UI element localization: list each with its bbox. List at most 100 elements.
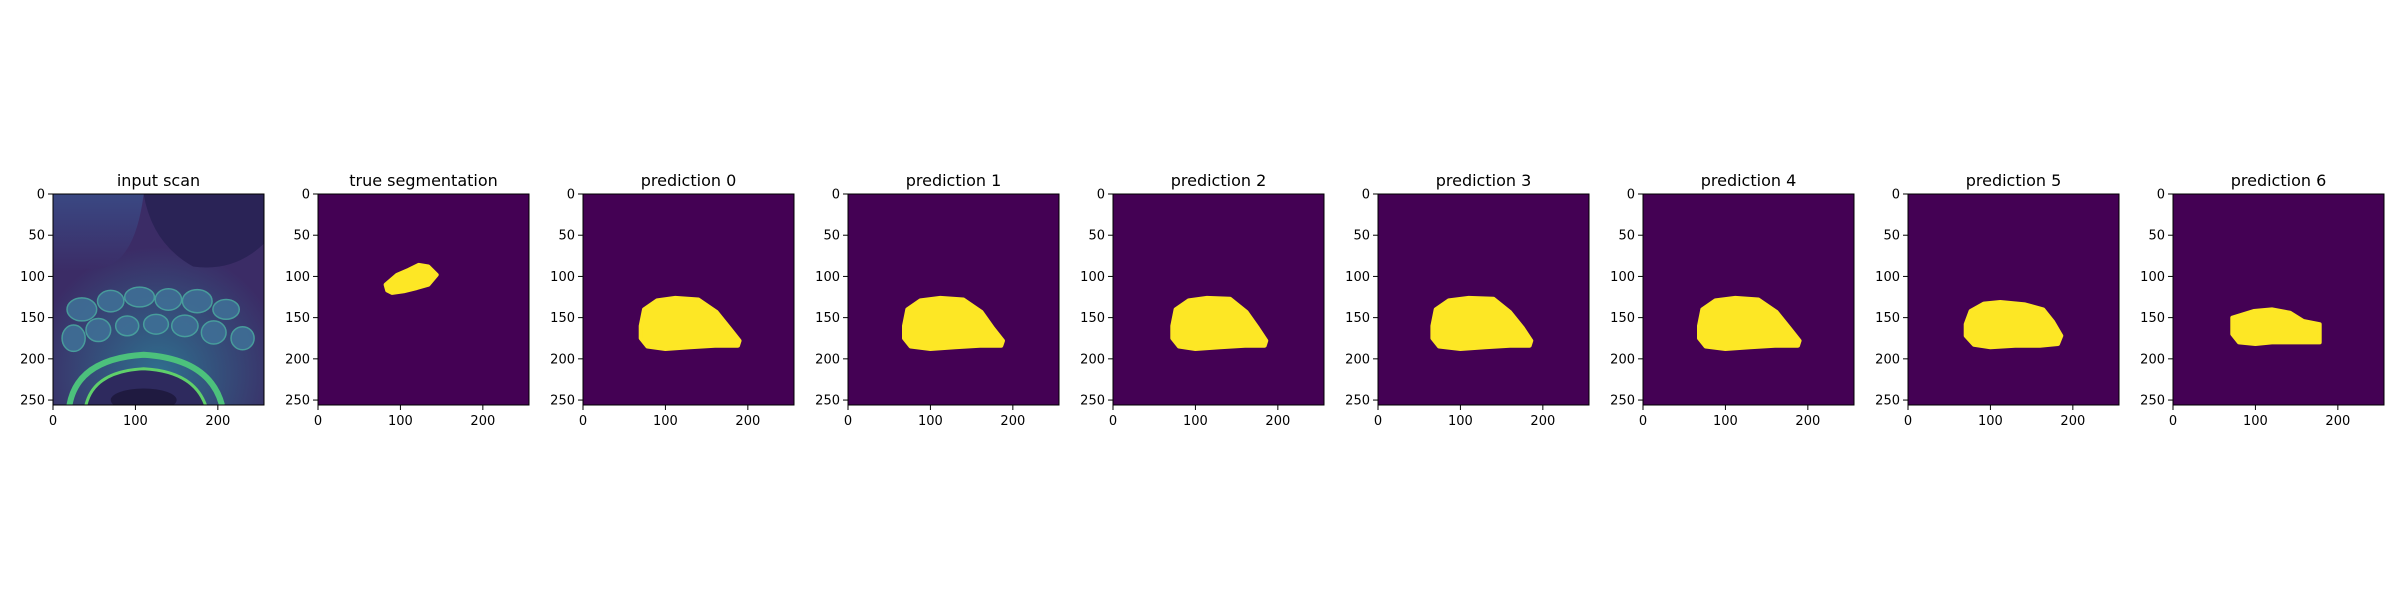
y-tick-label: 150 [2140, 311, 2165, 326]
panel-8: prediction 6 0 100 200 0 50 100 150 200 250 [2140, 171, 2385, 429]
x-tick-label: 100 [1448, 414, 1473, 429]
panel-image [318, 194, 529, 405]
y-tick-label: 50 [2148, 229, 2165, 244]
y-tick-label: 250 [20, 394, 45, 409]
segmentation-mask [383, 262, 439, 295]
x-tick-label: 200 [2325, 414, 2350, 429]
panel-title: true segmentation [349, 171, 498, 190]
mask-background [318, 194, 529, 405]
panel-2: prediction 0 0 100 200 0 50 100 150 200 250 [550, 171, 795, 429]
y-tick-label: 150 [1080, 311, 1105, 326]
x-tick-label: 100 [918, 414, 943, 429]
y-tick-label: 50 [1883, 229, 1900, 244]
panel-image [1908, 194, 2119, 405]
y-tick-label: 100 [1080, 270, 1105, 285]
x-tick-label: 0 [2169, 414, 2177, 429]
segmentation-mask [1697, 295, 1802, 351]
panel-image [53, 194, 264, 405]
x-tick-label: 0 [579, 414, 587, 429]
scan-structure [230, 325, 255, 351]
panel-image [1643, 194, 1854, 405]
axes-frame [317, 193, 530, 406]
y-tick-label: 250 [285, 394, 310, 409]
panel-0: input scan 0 100 200 0 50 100 150 200 250 [20, 171, 265, 429]
axes-frame [1112, 193, 1325, 406]
panel-title: input scan [117, 171, 200, 190]
y-tick-label: 200 [285, 352, 310, 367]
y-tick-label: 50 [823, 229, 840, 244]
x-tick-label: 200 [735, 414, 760, 429]
panel-image [1113, 194, 1324, 405]
x-tick-label: 0 [1904, 414, 1912, 429]
scan-structure [61, 324, 86, 353]
axes-frame [1642, 193, 1855, 406]
scan-structure [114, 315, 140, 337]
y-tick-label: 250 [1080, 394, 1105, 409]
panel-image [1378, 194, 1589, 405]
y-tick-label: 100 [1610, 270, 1635, 285]
segmentation-mask [902, 295, 1005, 351]
scan-structure [142, 313, 170, 335]
segmentation-mask [1170, 295, 1269, 351]
x-tick-label: 200 [2060, 414, 2085, 429]
panel-image [583, 194, 794, 405]
panel-image [848, 194, 1059, 405]
segmentation-mask [638, 295, 742, 351]
x-tick-label: 200 [1795, 414, 1820, 429]
panel-title: prediction 1 [906, 171, 1002, 190]
panel-title: prediction 2 [1171, 171, 1267, 190]
y-tick-label: 200 [1875, 352, 1900, 367]
panel-3: prediction 1 0 100 200 0 50 100 150 200 250 [815, 171, 1060, 429]
panel-7: prediction 5 0 100 200 0 50 100 150 200 250 [1875, 171, 2120, 429]
panel-title: prediction 5 [1966, 171, 2062, 190]
y-tick-label: 150 [815, 311, 840, 326]
y-tick-label: 200 [20, 352, 45, 367]
mask-background [1908, 194, 2119, 405]
y-tick-label: 0 [832, 188, 840, 203]
x-tick-label: 100 [388, 414, 413, 429]
y-tick-label: 50 [1618, 229, 1635, 244]
x-tick-label: 0 [1374, 414, 1382, 429]
scan-structure [154, 288, 183, 311]
x-tick-label: 200 [1265, 414, 1290, 429]
scan-structure [200, 320, 227, 345]
x-tick-label: 100 [653, 414, 678, 429]
scan-structure [66, 297, 98, 322]
y-tick-label: 250 [815, 394, 840, 409]
axes-frame [847, 193, 1060, 406]
x-tick-label: 200 [470, 414, 495, 429]
segmentation-mask [1963, 300, 2064, 350]
x-tick-label: 200 [1000, 414, 1025, 429]
y-tick-label: 250 [1345, 394, 1370, 409]
y-tick-label: 100 [2140, 270, 2165, 285]
y-tick-label: 100 [20, 270, 45, 285]
panel-title: prediction 0 [641, 171, 737, 190]
panel-1: true segmentation 0 100 200 0 50 100 150 200 250 [285, 171, 530, 429]
scan-structure [96, 289, 125, 313]
segmentation-mask [2230, 307, 2322, 346]
scan-structure [143, 194, 264, 268]
y-tick-label: 0 [1362, 188, 1370, 203]
y-tick-label: 200 [1610, 352, 1635, 367]
x-tick-label: 0 [844, 414, 852, 429]
y-tick-label: 200 [1080, 352, 1105, 367]
y-tick-label: 100 [815, 270, 840, 285]
panel-image [2173, 194, 2384, 405]
x-tick-label: 0 [1109, 414, 1117, 429]
scan-structure [181, 288, 213, 314]
y-tick-label: 100 [285, 270, 310, 285]
y-tick-label: 50 [558, 229, 575, 244]
y-tick-label: 150 [1610, 311, 1635, 326]
segmentation-mask [1430, 295, 1534, 351]
y-tick-label: 0 [1097, 188, 1105, 203]
y-tick-label: 50 [28, 229, 45, 244]
y-tick-label: 200 [815, 352, 840, 367]
y-tick-label: 250 [1610, 394, 1635, 409]
axes-frame [1377, 193, 1590, 406]
y-tick-label: 200 [550, 352, 575, 367]
x-tick-label: 0 [49, 414, 57, 429]
scan-structure [212, 298, 241, 321]
y-tick-label: 0 [1627, 188, 1635, 203]
panel-title: prediction 3 [1436, 171, 1532, 190]
y-tick-label: 50 [1353, 229, 1370, 244]
